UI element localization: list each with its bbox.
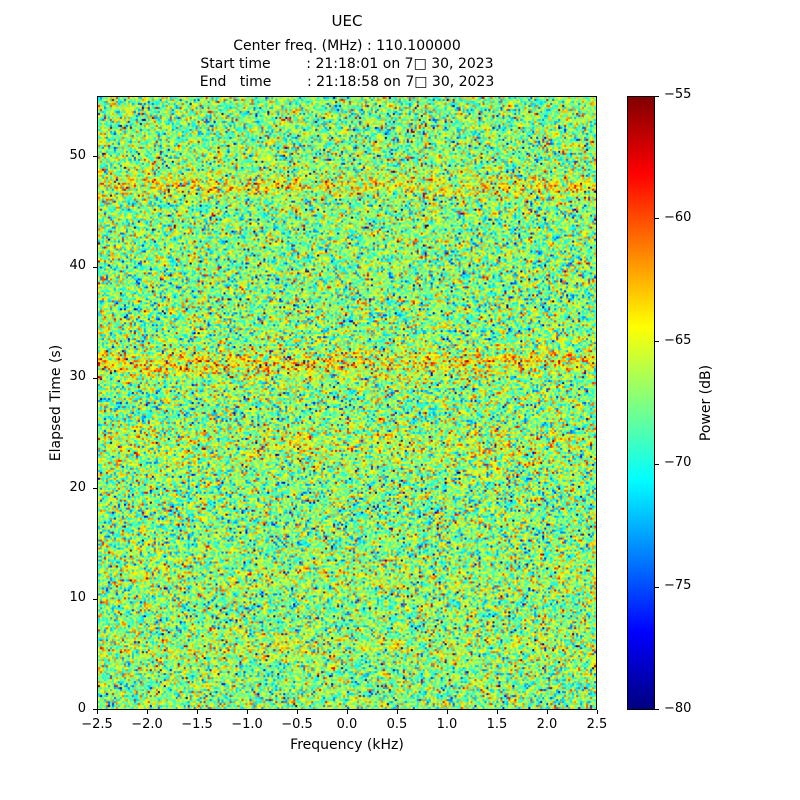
start-time-line: Start time : 21:18:01 on 7□ 30, 2023 — [200, 56, 494, 72]
x-tick-mark — [496, 710, 498, 714]
x-tick-label: −0.5 — [281, 717, 313, 732]
y-tick-label: 30 — [69, 369, 86, 385]
colorbar-ticks: −55 −60 −65 −70 −75 −80 — [655, 87, 715, 716]
x-tick-mark — [346, 710, 348, 714]
x-tick-mark — [96, 710, 98, 714]
y-tick-mark — [93, 266, 97, 268]
x-tick-label: 2.0 — [536, 717, 558, 732]
x-tick-label: −1.5 — [181, 717, 213, 732]
x-tick-label: −1.0 — [231, 717, 263, 732]
y-tick-mark — [93, 708, 97, 710]
x-tick-label: 1.0 — [436, 717, 458, 732]
y-tick-label: 0 — [77, 701, 86, 716]
x-tick-mark — [446, 710, 448, 714]
x-tick-label: 1.5 — [486, 717, 508, 732]
colorbar-tick-label: −80 — [664, 701, 692, 716]
colorbar-label: Power (dB) — [698, 364, 714, 442]
colorbar-tick-label: −75 — [664, 578, 692, 594]
x-tick-label: 0.5 — [386, 717, 408, 732]
end-time-line: End time : 21:18:58 on 7□ 30, 2023 — [199, 74, 495, 90]
colorbar-tick-mark — [655, 218, 659, 220]
colorbar-tick-mark — [655, 586, 659, 588]
x-tick-mark — [146, 710, 148, 714]
spectrogram-canvas — [98, 97, 596, 709]
plot-area — [97, 96, 597, 710]
colorbar-tick-mark — [655, 463, 659, 465]
y-tick-label: 20 — [69, 479, 86, 495]
colorbar-tick-label: −65 — [664, 332, 692, 348]
x-axis-label: Frequency (kHz) — [290, 737, 404, 753]
x-tick-label: 2.5 — [586, 717, 608, 732]
x-tick-label: −2.0 — [131, 717, 163, 732]
colorbar-tick-mark — [655, 341, 659, 343]
x-tick-mark — [296, 710, 298, 714]
colorbar-tick-mark — [655, 95, 659, 97]
center-freq-line: Center freq. (MHz) : 110.100000 — [233, 38, 461, 54]
y-tick-label: 50 — [69, 147, 86, 163]
y-tick-mark — [93, 377, 97, 379]
x-tick-mark — [596, 710, 598, 714]
colorbar-tick-label: −70 — [664, 455, 692, 471]
figure-title: UEC — [331, 12, 363, 30]
y-tick-label: 40 — [69, 258, 86, 274]
y-tick-mark — [93, 488, 97, 490]
x-tick-mark — [196, 710, 198, 714]
x-tick-label: 0.0 — [336, 717, 358, 732]
x-tick-mark — [396, 710, 398, 714]
x-axis-ticks: −2.5 −2.0 −1.5 −1.0 −0.5 0.0 0.5 1.0 1.5 2.0 2.5 — [81, 710, 607, 740]
x-tick-mark — [546, 710, 548, 714]
colorbar — [627, 96, 655, 710]
y-tick-mark — [93, 598, 97, 600]
colorbar-tick-label: −55 — [664, 87, 692, 102]
colorbar-tick-mark — [655, 708, 659, 710]
x-tick-mark — [246, 710, 248, 714]
y-tick-label: 10 — [69, 590, 86, 606]
y-axis-ticks: 0 10 20 30 40 50 — [0, 96, 97, 716]
colorbar-tick-label: −60 — [664, 209, 692, 225]
x-tick-label: −2.5 — [81, 717, 113, 732]
y-tick-mark — [93, 156, 97, 158]
